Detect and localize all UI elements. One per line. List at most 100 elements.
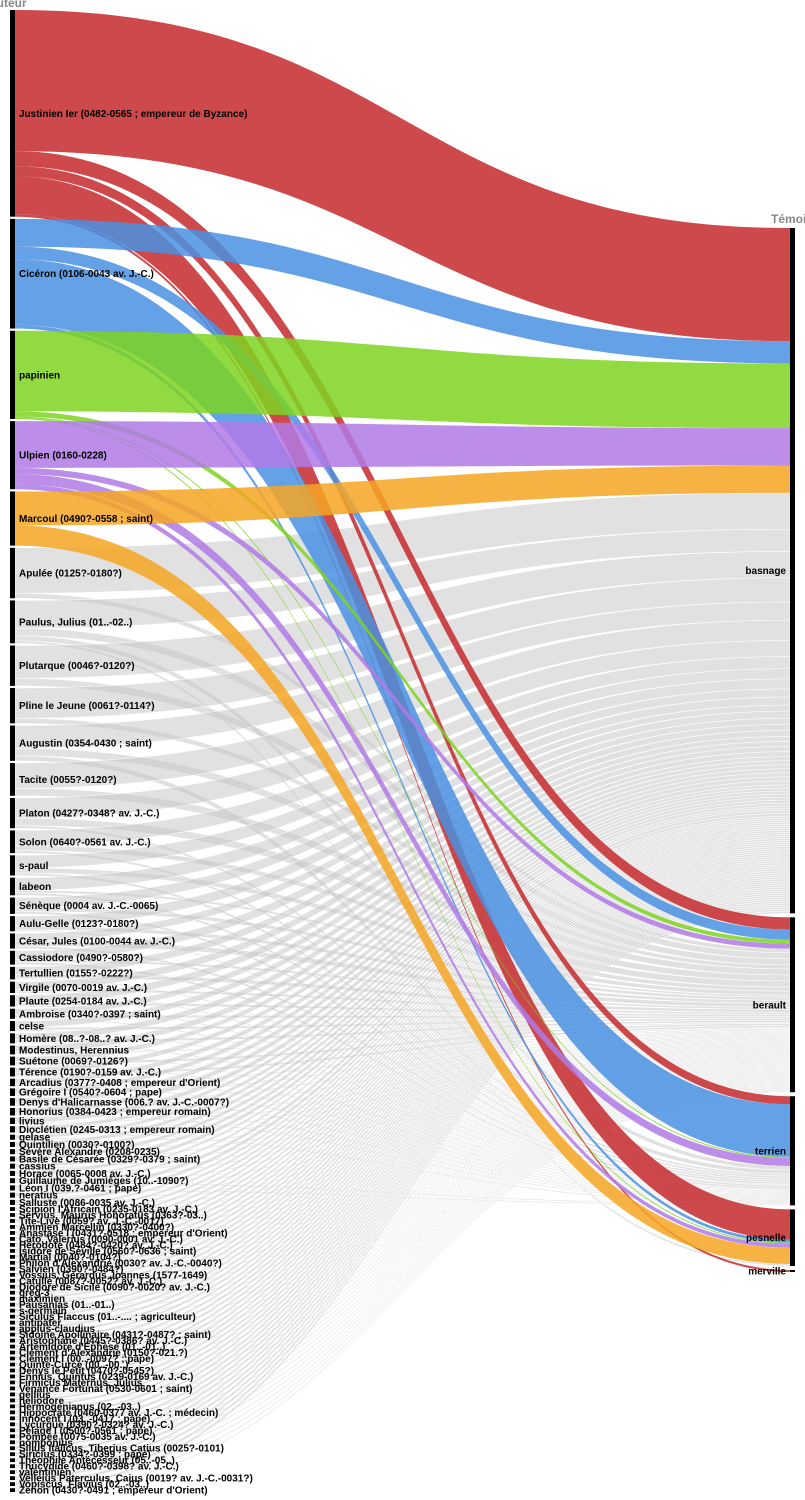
source-node[interactable]: [10, 855, 15, 876]
source-node[interactable]: [10, 1199, 15, 1205]
source-node[interactable]: [10, 1163, 15, 1169]
source-node[interactable]: [10, 897, 15, 914]
source-node[interactable]: [10, 1260, 15, 1265]
source-node[interactable]: [10, 1350, 15, 1355]
source-node[interactable]: [10, 1344, 15, 1349]
target-node-pesnelle[interactable]: [790, 1209, 795, 1266]
source-node[interactable]: [10, 1488, 15, 1492]
source-node[interactable]: [10, 1237, 15, 1241]
source-node[interactable]: [10, 1320, 15, 1325]
source-node[interactable]: [10, 1428, 15, 1433]
source-node[interactable]: [10, 1088, 15, 1096]
source-node[interactable]: [10, 1231, 15, 1235]
source-node[interactable]: [10, 1482, 15, 1487]
source-node[interactable]: [10, 933, 15, 949]
source-node[interactable]: [10, 1446, 15, 1451]
source-node[interactable]: [10, 1290, 15, 1295]
source-node[interactable]: [10, 1219, 15, 1223]
target-node-terrien[interactable]: [790, 1096, 795, 1206]
source-node[interactable]: [10, 1207, 15, 1211]
source-label: Servius, Maurus Honoratus (0363?-03..): [19, 1210, 207, 1221]
source-node[interactable]: [10, 1254, 15, 1259]
source-node[interactable]: [10, 1107, 15, 1116]
source-node[interactable]: [10, 1045, 15, 1055]
source-node[interactable]: [10, 330, 15, 419]
source-node[interactable]: [10, 1266, 15, 1271]
source-node[interactable]: [10, 1338, 15, 1343]
source-node[interactable]: [10, 218, 15, 329]
source-node[interactable]: [10, 1067, 15, 1077]
source-node[interactable]: [10, 966, 15, 980]
source-node[interactable]: [10, 763, 15, 796]
source-node[interactable]: [10, 1356, 15, 1361]
source-node[interactable]: [10, 10, 15, 217]
source-node[interactable]: [10, 1021, 15, 1032]
source-node[interactable]: [10, 1470, 15, 1475]
source-node[interactable]: [10, 1296, 15, 1301]
source-node[interactable]: [10, 1434, 15, 1439]
source-node[interactable]: [10, 1440, 15, 1445]
source-node[interactable]: [10, 1185, 15, 1191]
target-node-merville[interactable]: [790, 1269, 795, 1272]
source-node[interactable]: [10, 1368, 15, 1373]
source-node[interactable]: [10, 1362, 15, 1367]
source-node[interactable]: [10, 1410, 15, 1415]
source-node[interactable]: [10, 1098, 15, 1106]
source-node[interactable]: [10, 1452, 15, 1457]
source-node[interactable]: [10, 830, 15, 854]
source-node[interactable]: [10, 1225, 15, 1229]
source-node[interactable]: [10, 1404, 15, 1409]
source-node[interactable]: [10, 1398, 15, 1403]
source-node[interactable]: [10, 491, 15, 546]
source-node[interactable]: [10, 547, 15, 599]
source-node[interactable]: [10, 1248, 15, 1253]
source-node[interactable]: [10, 1314, 15, 1319]
source-node[interactable]: [10, 1033, 15, 1044]
source-node[interactable]: [10, 645, 15, 686]
source-node[interactable]: [10, 1178, 15, 1184]
source-node[interactable]: [10, 1422, 15, 1427]
source-label: Pausanias (01..-01..): [19, 1300, 115, 1311]
source-node[interactable]: [10, 1308, 15, 1313]
source-node[interactable]: [10, 1213, 15, 1217]
source-node[interactable]: [10, 1458, 15, 1463]
source-node[interactable]: [10, 1149, 15, 1155]
source-node[interactable]: [10, 1332, 15, 1337]
target-node-basnage[interactable]: [790, 228, 795, 914]
source-label: Suétone (0069?-0126?): [19, 1057, 128, 1068]
source-node[interactable]: [10, 797, 15, 829]
source-node[interactable]: [10, 1464, 15, 1469]
source-node[interactable]: [10, 981, 15, 993]
source-node[interactable]: [10, 600, 15, 644]
source-node[interactable]: [10, 1386, 15, 1391]
source-node[interactable]: [10, 688, 15, 724]
source-node[interactable]: [10, 877, 15, 896]
source-node[interactable]: [10, 1117, 15, 1124]
source-node[interactable]: [10, 1476, 15, 1481]
source-node[interactable]: [10, 1008, 15, 1019]
source-node[interactable]: [10, 1134, 15, 1140]
source-node[interactable]: [10, 1056, 15, 1066]
source-node[interactable]: [10, 1192, 15, 1198]
source-node[interactable]: [10, 725, 15, 761]
source-node[interactable]: [10, 1170, 15, 1176]
source-node[interactable]: [10, 950, 15, 965]
source-node[interactable]: [10, 1278, 15, 1283]
source-node[interactable]: [10, 1141, 15, 1147]
source-node[interactable]: [10, 1156, 15, 1162]
source-node[interactable]: [10, 1126, 15, 1133]
target-node-berault[interactable]: [790, 917, 795, 1093]
source-node[interactable]: [10, 1380, 15, 1385]
source-node[interactable]: [10, 1284, 15, 1289]
source-node[interactable]: [10, 1242, 15, 1247]
source-node[interactable]: [10, 1302, 15, 1307]
source-node[interactable]: [10, 916, 15, 932]
source-node[interactable]: [10, 1416, 15, 1421]
source-node[interactable]: [10, 1392, 15, 1397]
source-node[interactable]: [10, 1078, 15, 1087]
source-node[interactable]: [10, 421, 15, 490]
source-node[interactable]: [10, 1326, 15, 1331]
source-node[interactable]: [10, 995, 15, 1007]
source-node[interactable]: [10, 1272, 15, 1277]
source-node[interactable]: [10, 1374, 15, 1379]
